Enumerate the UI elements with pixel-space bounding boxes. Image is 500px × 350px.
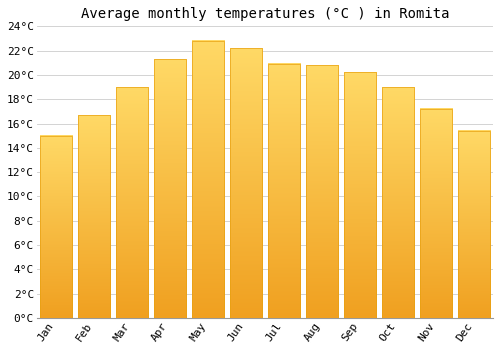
Bar [40, 136, 72, 318]
Bar [344, 72, 376, 318]
Title: Average monthly temperatures (°C ) in Romita: Average monthly temperatures (°C ) in Ro… [80, 7, 449, 21]
Bar [306, 65, 338, 318]
Bar [382, 87, 414, 318]
Bar [230, 48, 262, 318]
Bar [78, 115, 110, 318]
Bar [192, 41, 224, 318]
Bar [154, 59, 186, 318]
Bar [420, 109, 452, 318]
Bar [268, 64, 300, 318]
Bar [458, 131, 490, 318]
Bar [116, 87, 148, 318]
